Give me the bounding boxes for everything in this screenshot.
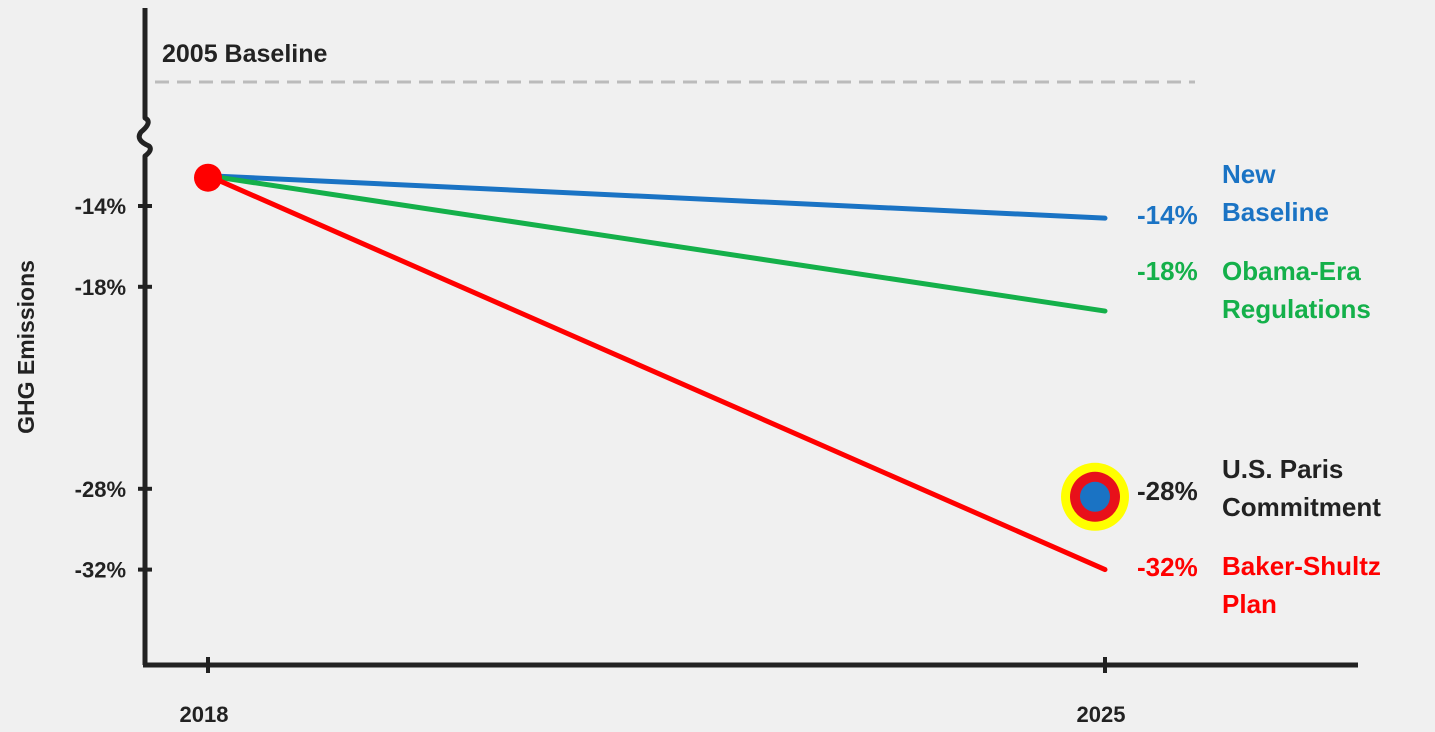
y-axis-line	[136, 8, 153, 665]
y-axis-title: GHG Emissions	[13, 260, 39, 434]
y-tick-label: -32%	[75, 558, 126, 583]
series-name-label: Regulations	[1222, 294, 1371, 324]
axes: 2005 Baseline -14% -18% -28% -32% 2018 2025 GHG…	[13, 8, 1358, 727]
series-line	[205, 173, 1108, 573]
baseline-label: 2005 Baseline	[162, 40, 327, 68]
series-end-label: -32%	[1137, 552, 1198, 582]
labels: -14% New Baseline -18% Obama-Era Regulations -…	[1137, 159, 1381, 619]
series-line	[205, 173, 1108, 221]
start-point-marker	[194, 163, 222, 192]
target-center	[1080, 481, 1110, 512]
series-end-label: -14%	[1137, 200, 1198, 230]
y-tick-label: -28%	[75, 477, 126, 502]
series-end-label: -18%	[1137, 256, 1198, 286]
series-name-label: Baker-Shultz	[1222, 551, 1381, 581]
y-tick-label: -14%	[75, 194, 126, 219]
series-lines	[194, 163, 1129, 573]
series-line	[205, 173, 1108, 314]
series-name-label: Baseline	[1222, 197, 1329, 227]
target-name-label: Commitment	[1222, 492, 1381, 522]
y-tick-label: -18%	[75, 275, 126, 300]
target-name-label: U.S. Paris	[1222, 454, 1343, 484]
target-end-label: -28%	[1137, 476, 1198, 506]
series-name-label: Obama-Era	[1222, 256, 1361, 286]
series-name-label: Plan	[1222, 589, 1277, 619]
x-tick-label: 2025	[1077, 702, 1126, 727]
series-name-label: New	[1222, 159, 1276, 189]
x-tick-label: 2018	[180, 702, 229, 727]
